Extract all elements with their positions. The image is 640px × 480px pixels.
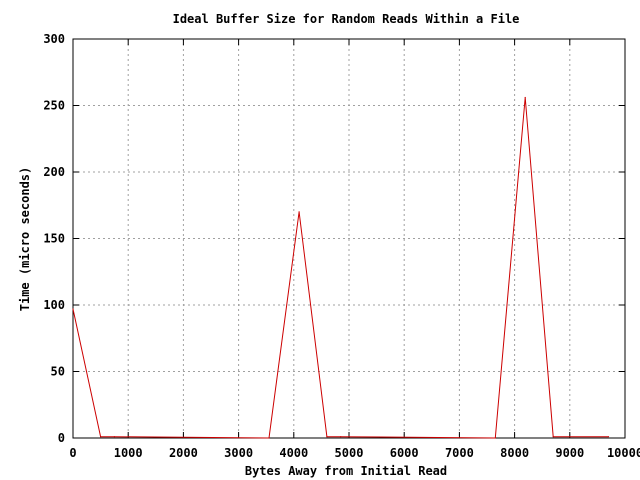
axis-ticks: [72, 38, 626, 439]
x-tick-label: 5000: [335, 446, 364, 460]
x-tick-label: 10000: [607, 446, 640, 460]
tick-labels: 0 1000 2000 3000 4000 5000 6000 7000 8000 9000 100…: [43, 32, 640, 460]
x-tick-label: 2000: [169, 446, 198, 460]
y-tick-label: 100: [43, 298, 65, 312]
data-point: [113, 436, 115, 438]
y-axis-label: Time (micro seconds): [18, 167, 32, 312]
data-point: [326, 436, 328, 438]
y-tick-label: 200: [43, 165, 65, 179]
x-axis-label: Bytes Away from Initial Read: [245, 464, 447, 478]
y-tick-label: 250: [43, 99, 65, 113]
x-tick-label: 4000: [279, 446, 308, 460]
chart-title: Ideal Buffer Size for Random Reads Withi…: [173, 12, 520, 26]
x-tick-label: 6000: [390, 446, 419, 460]
data-point: [524, 96, 526, 99]
x-tick-label: 7000: [445, 446, 474, 460]
series-line: [72, 97, 609, 439]
y-tick-label: 300: [43, 32, 65, 46]
data-point: [100, 436, 102, 438]
y-tick-label: 0: [58, 431, 65, 445]
x-tick-label: 0: [69, 446, 76, 460]
grid: [73, 39, 625, 438]
data-point: [340, 436, 342, 438]
x-tick-label: 3000: [224, 446, 253, 460]
data-point: [494, 437, 496, 439]
series-layer: [72, 96, 610, 439]
plot-frame: [72, 38, 626, 439]
data-point: [607, 436, 610, 438]
data-point: [552, 436, 554, 438]
data-point: [298, 211, 300, 213]
x-tick-label: 1000: [114, 446, 143, 460]
data-point: [268, 437, 270, 439]
data-point: [72, 308, 74, 310]
y-tick-label: 50: [51, 365, 65, 379]
x-tick-label: 8000: [500, 446, 529, 460]
x-tick-label: 9000: [555, 446, 584, 460]
y-tick-label: 150: [43, 232, 65, 246]
